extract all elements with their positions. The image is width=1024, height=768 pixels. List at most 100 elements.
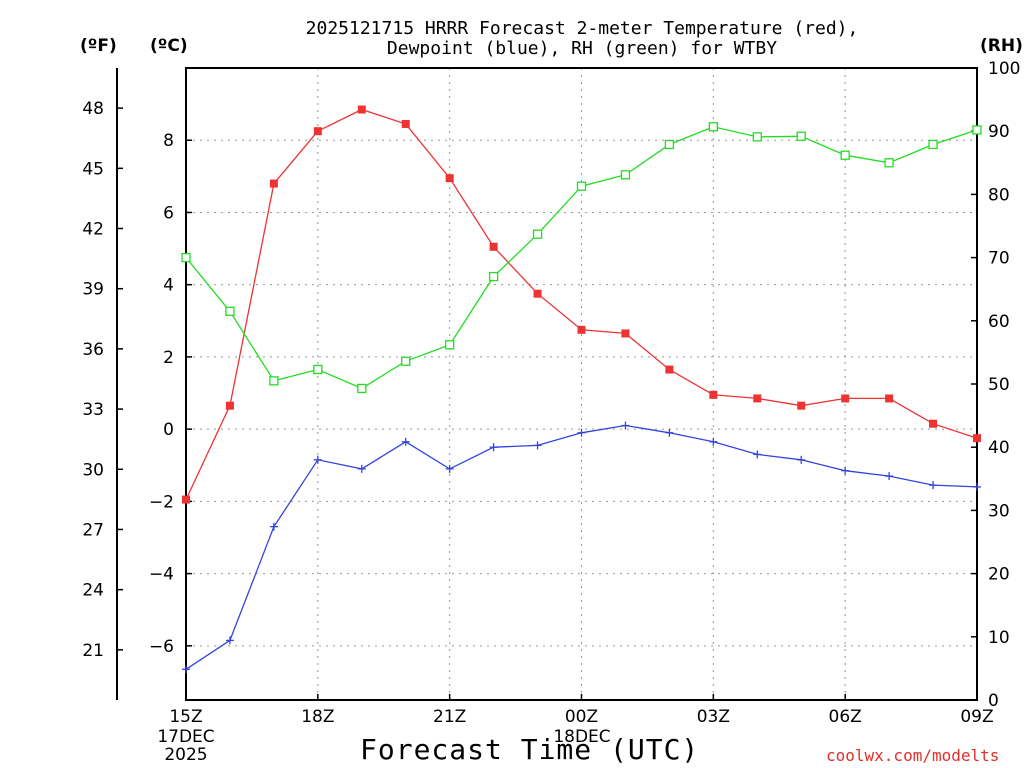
fahrenheit-tick-label: 21 — [82, 641, 104, 661]
rh-point — [840, 150, 850, 160]
dewpoint-point — [929, 481, 938, 490]
temperature-point — [182, 495, 190, 504]
temperature-point — [621, 329, 630, 338]
rh-point — [401, 356, 411, 366]
temperature-point — [401, 119, 410, 128]
chart-title-line-1: 2025121715 HRRR Forecast 2-meter Tempera… — [305, 18, 859, 39]
rh-point — [225, 306, 235, 316]
dewpoint-point — [973, 482, 981, 491]
temperature-point — [973, 434, 981, 443]
rh-point — [620, 170, 631, 180]
rh-point — [796, 131, 806, 141]
time-tick-label: 03Z — [697, 707, 730, 727]
credit-text: coolwx.com/modelts — [826, 746, 1000, 765]
dewpoint-point — [577, 428, 586, 437]
mid-date-day: 18DEC — [553, 727, 611, 747]
fahrenheit-tick-label: 30 — [82, 460, 104, 480]
fahrenheit-tick-label: 27 — [82, 520, 104, 540]
rh-tick-label: 20 — [988, 565, 1010, 585]
rh-tick-label: 60 — [988, 312, 1010, 332]
dewpoint-point — [533, 441, 542, 450]
dewpoint-point — [621, 421, 630, 430]
temperature-point — [885, 394, 894, 403]
fahrenheit-unit-label: (ºF) — [80, 36, 117, 56]
temperature-point — [753, 394, 762, 403]
celsius-tick-label: 0 — [163, 420, 174, 440]
rh-point — [532, 229, 543, 239]
rh-tick-label: 40 — [988, 438, 1010, 458]
chart-title-line-2: Dewpoint (blue), RH (green) for WTBY — [386, 38, 778, 59]
dewpoint-point — [357, 464, 366, 473]
temperature-point — [577, 325, 586, 334]
temperature-point — [709, 390, 718, 399]
temperature-point — [533, 289, 542, 298]
temperature-point — [489, 242, 498, 251]
rh-point — [708, 122, 718, 132]
dewpoint-point — [841, 466, 850, 475]
temperature-point — [445, 174, 454, 183]
rh-point — [752, 132, 762, 142]
time-tick-label: 00Z — [565, 707, 598, 727]
rh-tick-label: 0 — [988, 691, 999, 711]
fahrenheit-tick-label: 39 — [82, 280, 104, 300]
x-axis-title: Forecast Time (UTC) — [360, 733, 700, 766]
celsius-tick-label: 6 — [163, 203, 174, 223]
fahrenheit-tick-label: 33 — [82, 400, 104, 420]
temperature-point — [313, 127, 322, 136]
rh-tick-label: 30 — [988, 501, 1010, 521]
time-tick-label: 09Z — [960, 707, 993, 727]
temperature-point — [665, 365, 674, 374]
rh-point — [445, 340, 455, 350]
time-tick-label: 15Z — [169, 707, 202, 727]
time-axis: 15Z 18Z 21Z 00Z 03Z 06Z 09Z — [169, 694, 994, 727]
dewpoint-line — [185, 424, 978, 670]
celsius-tick-label: 2 — [163, 348, 174, 368]
time-tick-label: 18Z — [301, 707, 334, 727]
rh-point — [181, 252, 191, 263]
dewpoint-point — [313, 455, 322, 464]
time-tick-label: 06Z — [829, 707, 862, 727]
rh-point — [972, 125, 982, 135]
rh-tick-label: 10 — [988, 628, 1010, 648]
start-date-year: 2025 — [164, 745, 208, 765]
rh-point — [928, 139, 938, 150]
temperature-point — [797, 401, 806, 410]
temperature-line — [185, 108, 978, 500]
dewpoint-point — [797, 455, 806, 464]
celsius-tick-label: −6 — [149, 637, 174, 657]
rh-point — [664, 139, 675, 150]
celsius-tick-label: 4 — [163, 276, 174, 296]
rh-point — [269, 376, 279, 386]
celsius-axis: −6 −4 −2 0 2 4 6 8 — [149, 131, 192, 657]
celsius-unit-label: (ºC) — [150, 36, 188, 56]
fahrenheit-tick-label: 45 — [82, 159, 104, 179]
rh-point — [313, 364, 323, 375]
rh-point — [884, 158, 894, 168]
dewpoint-point — [885, 472, 894, 481]
fahrenheit-tick-label: 24 — [82, 581, 104, 601]
rh-tick-label: 100 — [988, 59, 1020, 79]
start-date-day: 17DEC — [157, 727, 215, 747]
celsius-tick-label: −2 — [149, 492, 174, 512]
dewpoint-point — [182, 665, 190, 674]
rh-unit-label: (RH) — [980, 36, 1023, 56]
rh-point — [357, 383, 367, 394]
fahrenheit-tick-label: 36 — [82, 340, 104, 360]
dewpoint-point — [225, 636, 234, 645]
rh-tick-label: 70 — [988, 249, 1010, 269]
temperature-point — [269, 179, 278, 188]
rh-tick-label: 90 — [988, 122, 1010, 142]
temperature-point — [841, 394, 850, 403]
rh-axis: 0 10 20 30 40 50 60 70 80 90 100 — [971, 59, 1020, 711]
temperature-point — [357, 105, 366, 114]
dewpoint-point — [489, 443, 498, 452]
dewpoint-point — [401, 437, 410, 446]
dewpoint-point — [709, 437, 718, 446]
temperature-point — [225, 401, 234, 410]
series-layer — [181, 105, 982, 674]
rh-tick-label: 80 — [988, 185, 1010, 205]
celsius-tick-label: 8 — [163, 131, 174, 151]
rh-tick-label: 50 — [988, 375, 1010, 395]
dewpoint-point — [665, 428, 674, 437]
